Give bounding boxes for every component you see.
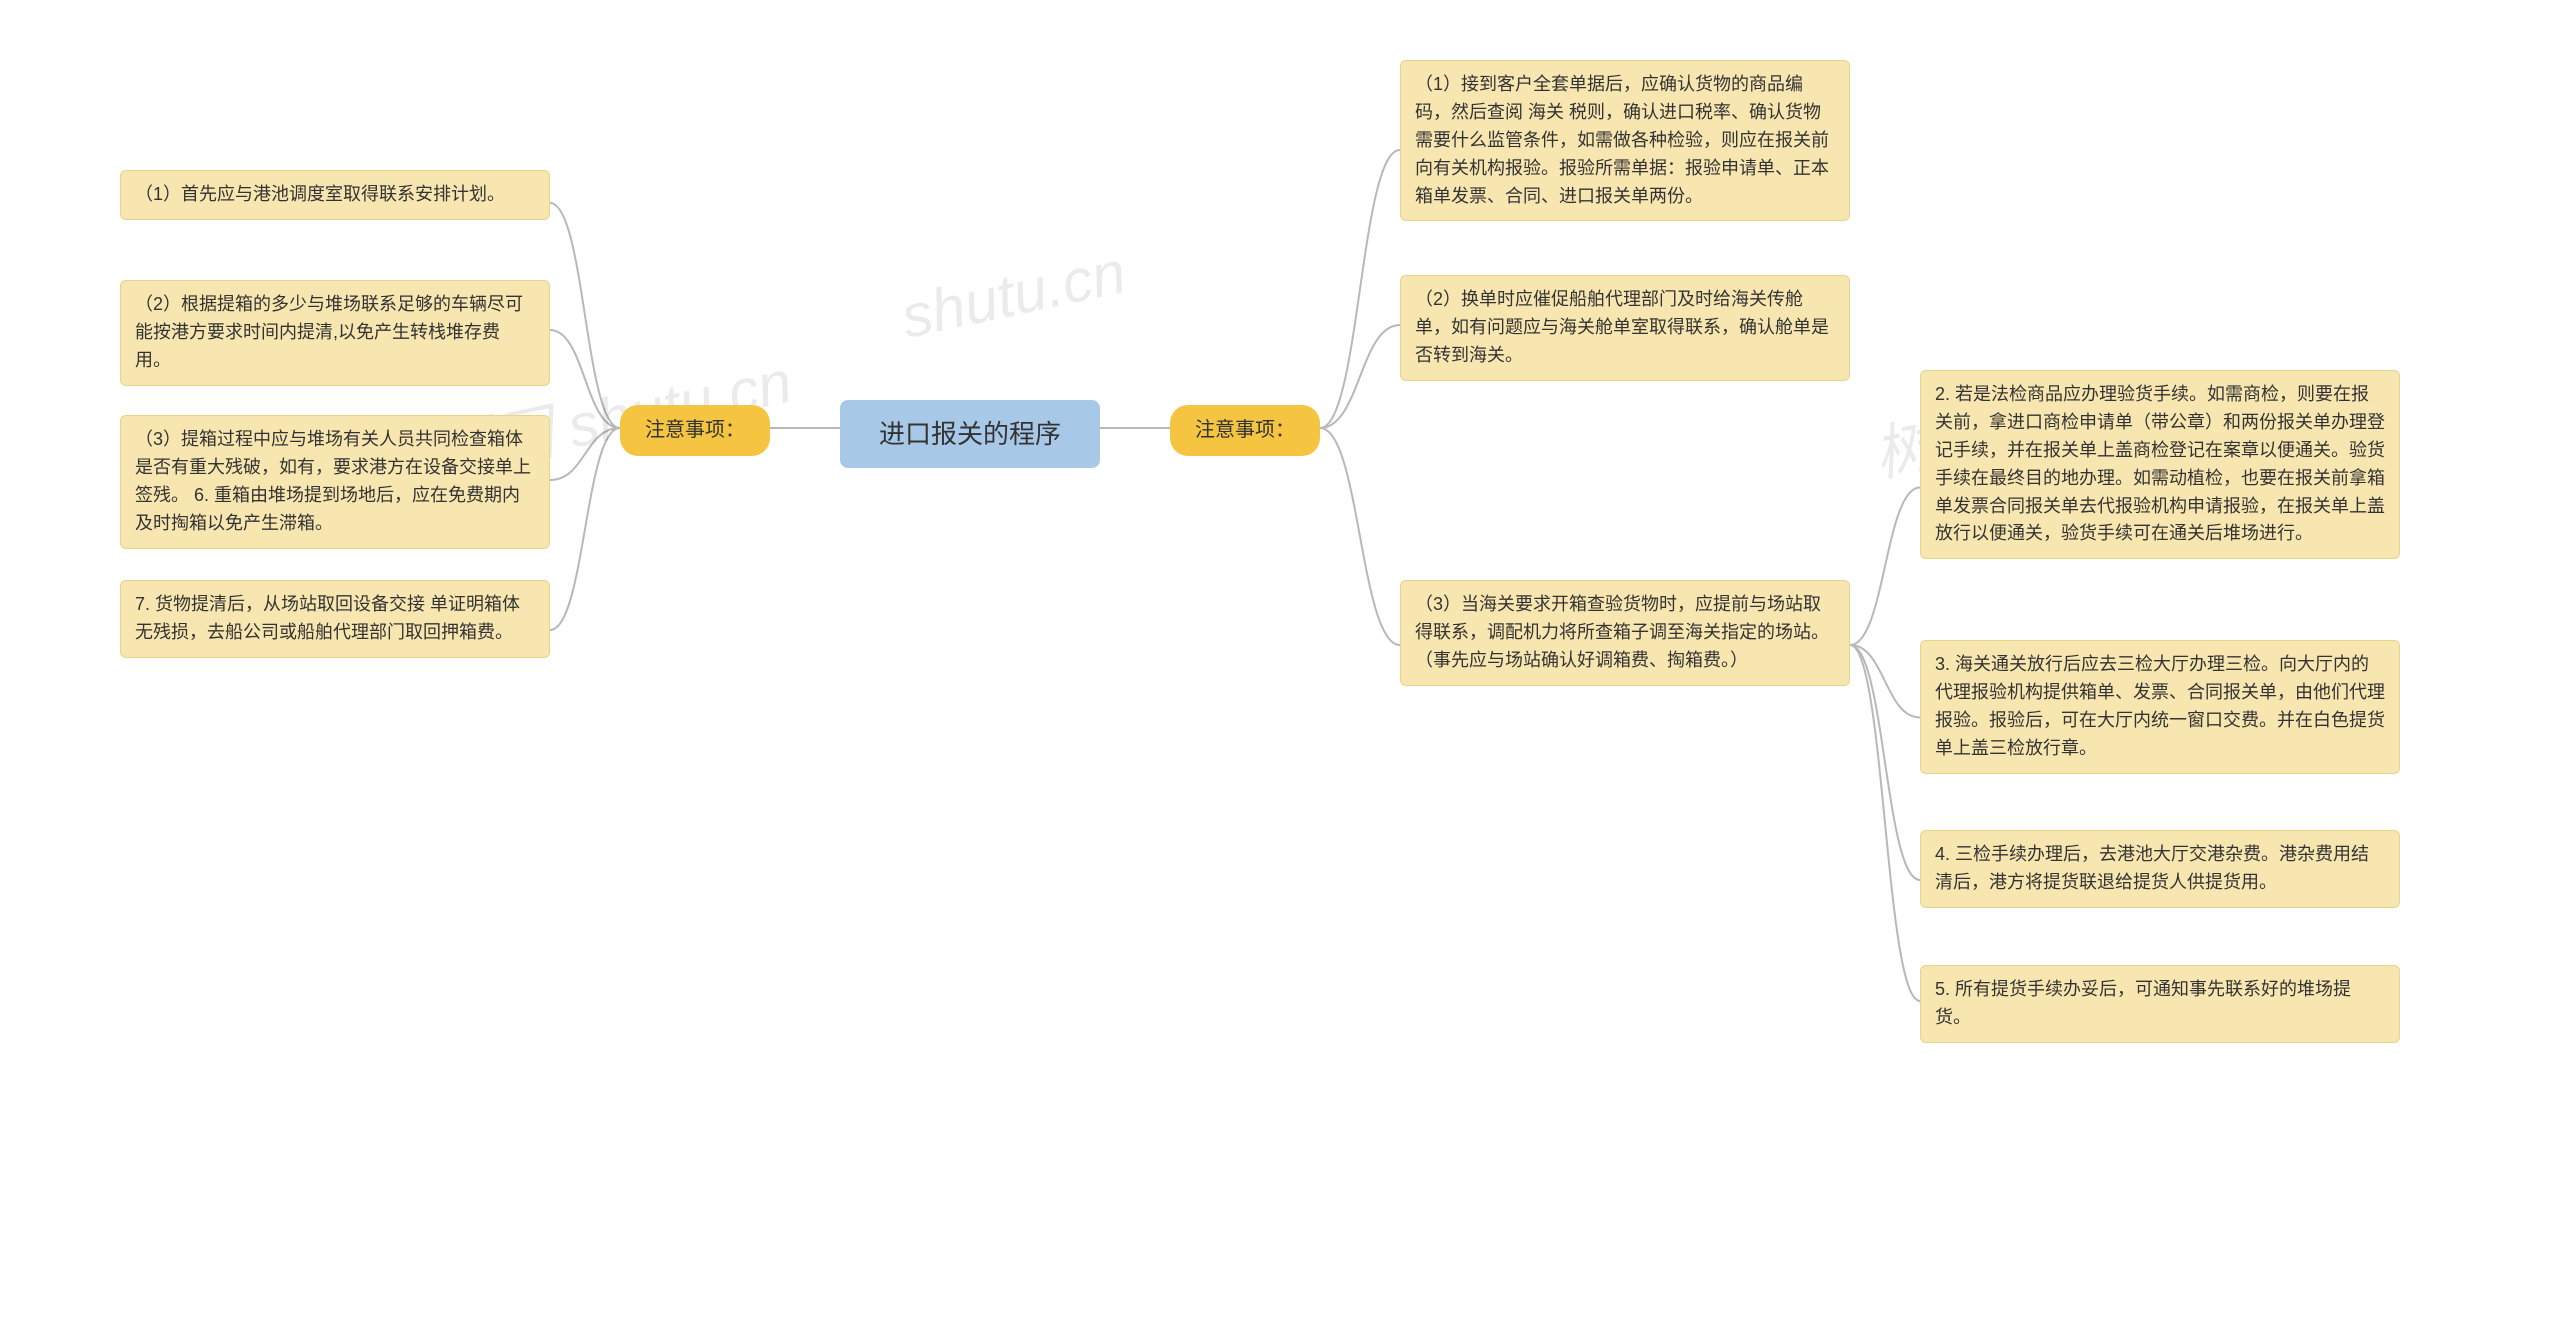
- branch-right: 注意事项：: [1170, 405, 1320, 456]
- watermark: shutu.cn: [895, 237, 1131, 352]
- leaf-left-1: （1）首先应与港池调度室取得联系安排计划。: [120, 170, 550, 220]
- leaf-left-4: 7. 货物提清后，从场站取回设备交接 单证明箱体无残损，去船公司或船舶代理部门取…: [120, 580, 550, 658]
- center-node: 进口报关的程序: [840, 400, 1100, 468]
- leaf-right-1: （1）接到客户全套单据后，应确认货物的商品编码，然后查阅 海关 税则，确认进口税…: [1400, 60, 1850, 221]
- leaf-right-3c: 4. 三检手续办理后，去港池大厅交港杂费。港杂费用结清后，港方将提货联退给提货人…: [1920, 830, 2400, 908]
- leaf-left-3: （3）提箱过程中应与堆场有关人员共同检查箱体是否有重大残破，如有，要求港方在设备…: [120, 415, 550, 549]
- leaf-right-3d: 5. 所有提货手续办妥后，可通知事先联系好的堆场提货。: [1920, 965, 2400, 1043]
- branch-left: 注意事项：: [620, 405, 770, 456]
- leaf-right-3: （3）当海关要求开箱查验货物时，应提前与场站取得联系，调配机力将所查箱子调至海关…: [1400, 580, 1850, 686]
- leaf-left-2: （2）根据提箱的多少与堆场联系足够的车辆尽可能按港方要求时间内提清,以免产生转栈…: [120, 280, 550, 386]
- leaf-right-2: （2）换单时应催促船舶代理部门及时给海关传舱单，如有问题应与海关舱单室取得联系，…: [1400, 275, 1850, 381]
- leaf-right-3b: 3. 海关通关放行后应去三检大厅办理三检。向大厅内的代理报验机构提供箱单、发票、…: [1920, 640, 2400, 774]
- leaf-right-3a: 2. 若是法检商品应办理验货手续。如需商检，则要在报关前，拿进口商检申请单（带公…: [1920, 370, 2400, 559]
